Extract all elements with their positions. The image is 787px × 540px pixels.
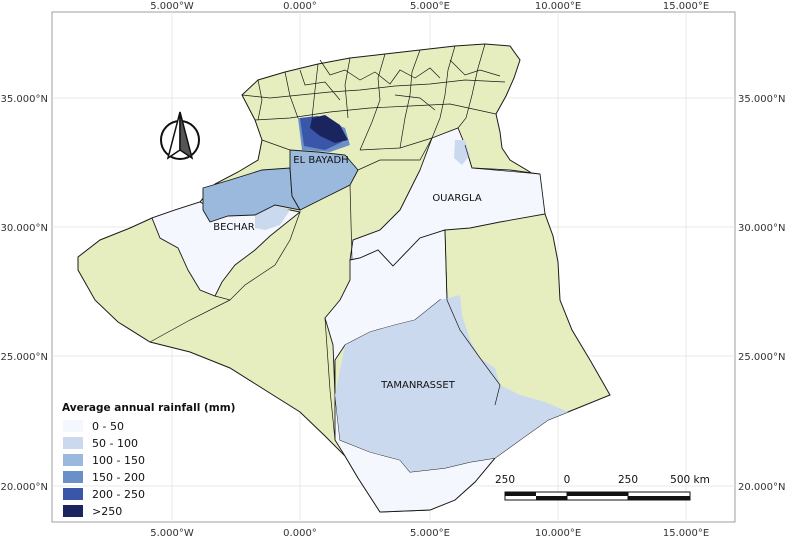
- top-tick-labels: 5.000°W 0.000° 5.000°E 10.000°E 15.000°E: [150, 1, 709, 12]
- bottom-tick-label: 0.000°: [283, 528, 317, 539]
- rainfall-zone-50-100-bechar: [255, 205, 290, 230]
- top-tick-label: 15.000°E: [663, 1, 709, 12]
- province-boundaries: [149, 43, 541, 441]
- bottom-tick-label: 5.000°E: [410, 528, 450, 539]
- right-tick-label: 30.000°N: [738, 223, 785, 234]
- scale-label-0: 250: [495, 474, 515, 486]
- legend-swatch-2: [63, 454, 83, 466]
- top-tick-label: 10.000°E: [535, 1, 581, 12]
- bottom-tick-label: 10.000°E: [535, 528, 581, 539]
- scale-label-1: 0: [564, 474, 571, 486]
- legend-swatch-1: [63, 437, 83, 449]
- bottom-tick-labels: 5.000°W 0.000° 5.000°E 10.000°E 15.000°E: [150, 528, 709, 539]
- left-tick-labels: 35.000°N 30.000°N 25.000°N 20.000°N: [1, 94, 48, 493]
- right-tick-labels: 35.000°N 30.000°N 25.000°N 20.000°N: [738, 94, 785, 493]
- legend-label-1: 50 - 100: [92, 437, 138, 450]
- scale-bar: 250 0 250 500 km: [495, 474, 710, 501]
- right-tick-label: 25.000°N: [738, 352, 785, 363]
- legend: Average annual rainfall (mm) 0 - 50 50 -…: [62, 402, 235, 518]
- north-arrow-icon: [160, 111, 200, 160]
- region-label-el-bayadh: EL BAYADH: [293, 155, 348, 166]
- top-tick-label: 0.000°: [283, 1, 317, 12]
- top-tick-label: 5.000°W: [150, 1, 194, 12]
- right-tick-label: 35.000°N: [738, 94, 785, 105]
- top-tick-label: 5.000°E: [410, 1, 450, 12]
- legend-swatch-3: [63, 471, 83, 483]
- right-tick-label: 20.000°N: [738, 482, 785, 493]
- left-tick-label: 25.000°N: [1, 352, 48, 363]
- legend-label-2: 100 - 150: [92, 454, 145, 467]
- legend-label-5: >250: [92, 505, 122, 518]
- left-tick-label: 30.000°N: [1, 223, 48, 234]
- left-tick-label: 20.000°N: [1, 482, 48, 493]
- rainfall-zone-over-250: [310, 115, 348, 143]
- rainfall-zone-50-100-ouargla: [454, 140, 470, 165]
- rainfall-zone-100-150-bechar: [202, 167, 301, 223]
- legend-swatch-5: [63, 505, 83, 517]
- rainfall-zone-50-100-tamanrasset: [335, 295, 568, 472]
- legend-swatch-0: [63, 420, 83, 432]
- bottom-tick-label: 5.000°W: [150, 528, 194, 539]
- region-label-ouargla: OUARGLA: [432, 193, 482, 204]
- scale-label-2: 250: [618, 474, 638, 486]
- legend-label-0: 0 - 50: [92, 420, 124, 433]
- region-label-bechar: BECHAR: [213, 222, 255, 233]
- rainfall-zone-100-150-el-bayadh: [289, 149, 359, 211]
- legend-label-4: 200 - 250: [92, 488, 145, 501]
- scale-label-3: 500 km: [670, 474, 710, 486]
- legend-label-3: 150 - 200: [92, 471, 145, 484]
- left-tick-label: 35.000°N: [1, 94, 48, 105]
- bottom-tick-label: 15.000°E: [663, 528, 709, 539]
- region-label-tamanrasset: TAMANRASSET: [380, 380, 456, 391]
- legend-swatch-4: [63, 488, 83, 500]
- legend-title: Average annual rainfall (mm): [62, 402, 235, 414]
